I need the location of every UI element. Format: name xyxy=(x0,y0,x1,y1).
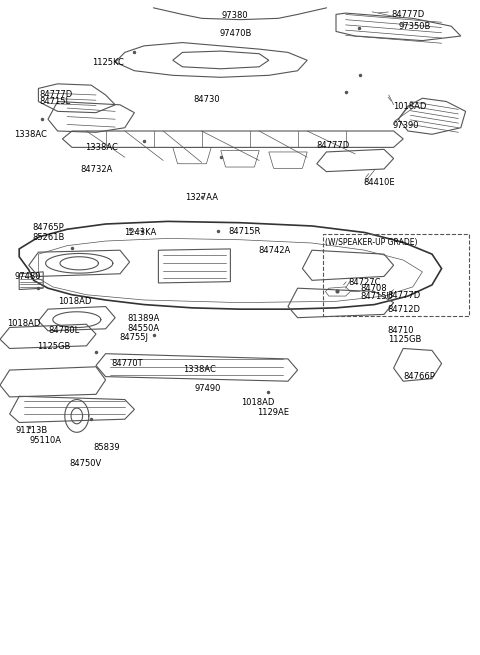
Bar xyxy=(323,234,469,316)
Text: 97470B: 97470B xyxy=(219,29,252,38)
Text: 1125GB: 1125GB xyxy=(37,342,71,351)
Text: 97380: 97380 xyxy=(222,11,249,20)
Text: 1129AE: 1129AE xyxy=(257,408,288,417)
Text: 84766P: 84766P xyxy=(403,372,435,381)
Text: 84708: 84708 xyxy=(360,284,386,293)
Text: 97480: 97480 xyxy=(14,272,41,282)
Text: 81389A: 81389A xyxy=(127,314,159,324)
Text: 84780L: 84780L xyxy=(48,326,79,335)
Text: 84777D: 84777D xyxy=(317,141,350,151)
Text: 84712D: 84712D xyxy=(388,305,421,314)
Text: 85261B: 85261B xyxy=(33,233,65,242)
Text: 84730: 84730 xyxy=(193,95,220,104)
Text: 1018AD: 1018AD xyxy=(241,398,275,407)
Text: 84777D: 84777D xyxy=(39,90,72,99)
Text: 1125KC: 1125KC xyxy=(92,58,124,67)
Text: 84755J: 84755J xyxy=(119,333,148,342)
Text: 1338AC: 1338AC xyxy=(183,365,216,375)
Text: 1338AC: 1338AC xyxy=(14,130,47,139)
Text: 84770T: 84770T xyxy=(111,359,143,368)
Text: 1125GB: 1125GB xyxy=(388,335,421,345)
Text: 84715L: 84715L xyxy=(39,97,71,106)
Text: 1018AD: 1018AD xyxy=(59,297,92,307)
Text: 84777D: 84777D xyxy=(391,10,424,20)
Text: 85839: 85839 xyxy=(93,443,120,452)
Text: 84732A: 84732A xyxy=(81,165,113,174)
Text: 1327AA: 1327AA xyxy=(185,193,218,202)
Text: 84765P: 84765P xyxy=(33,223,64,232)
Text: 1018AD: 1018AD xyxy=(7,319,41,328)
Text: 97350B: 97350B xyxy=(398,22,431,31)
Text: 84750V: 84750V xyxy=(69,458,102,468)
Text: 84715R: 84715R xyxy=(228,227,261,236)
Text: 97490: 97490 xyxy=(194,384,220,394)
Text: 97390: 97390 xyxy=(393,121,419,130)
Text: 84410E: 84410E xyxy=(364,178,396,187)
Text: 1338AC: 1338AC xyxy=(85,143,118,152)
Text: 84550A: 84550A xyxy=(127,324,159,333)
Text: 1243KA: 1243KA xyxy=(124,228,156,237)
Text: 95110A: 95110A xyxy=(30,436,62,445)
Text: 91113B: 91113B xyxy=(15,426,48,435)
Text: 84742A: 84742A xyxy=(258,246,290,255)
Text: 1018AD: 1018AD xyxy=(393,102,426,111)
Text: 84710: 84710 xyxy=(388,326,414,335)
Text: 84715U: 84715U xyxy=(360,291,393,301)
Text: 84777D: 84777D xyxy=(388,291,421,301)
Text: 84727C: 84727C xyxy=(348,278,381,288)
Text: (W/SPEAKER-UP GRADE): (W/SPEAKER-UP GRADE) xyxy=(325,238,418,247)
